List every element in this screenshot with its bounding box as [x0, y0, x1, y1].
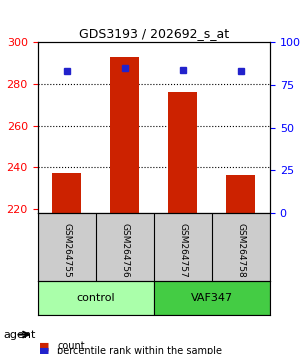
Title: GDS3193 / 202692_s_at: GDS3193 / 202692_s_at [79, 27, 229, 40]
Text: ■: ■ [39, 346, 50, 354]
Bar [52, 173, 81, 213]
Text: VAF347: VAF347 [191, 293, 233, 303]
Text: GSM264755: GSM264755 [62, 223, 71, 278]
Text: percentile rank within the sample: percentile rank within the sample [57, 346, 222, 354]
Text: control: control [76, 293, 115, 303]
Text: GSM264758: GSM264758 [236, 223, 245, 278]
Text: GSM264757: GSM264757 [178, 223, 187, 278]
Bar [168, 92, 197, 213]
Bar [226, 176, 256, 213]
Text: GSM264756: GSM264756 [120, 223, 129, 278]
FancyBboxPatch shape [38, 281, 154, 315]
Text: ■: ■ [39, 341, 50, 351]
Text: agent: agent [3, 330, 35, 339]
Text: count: count [57, 341, 85, 351]
Bar [110, 57, 139, 213]
FancyBboxPatch shape [154, 281, 270, 315]
